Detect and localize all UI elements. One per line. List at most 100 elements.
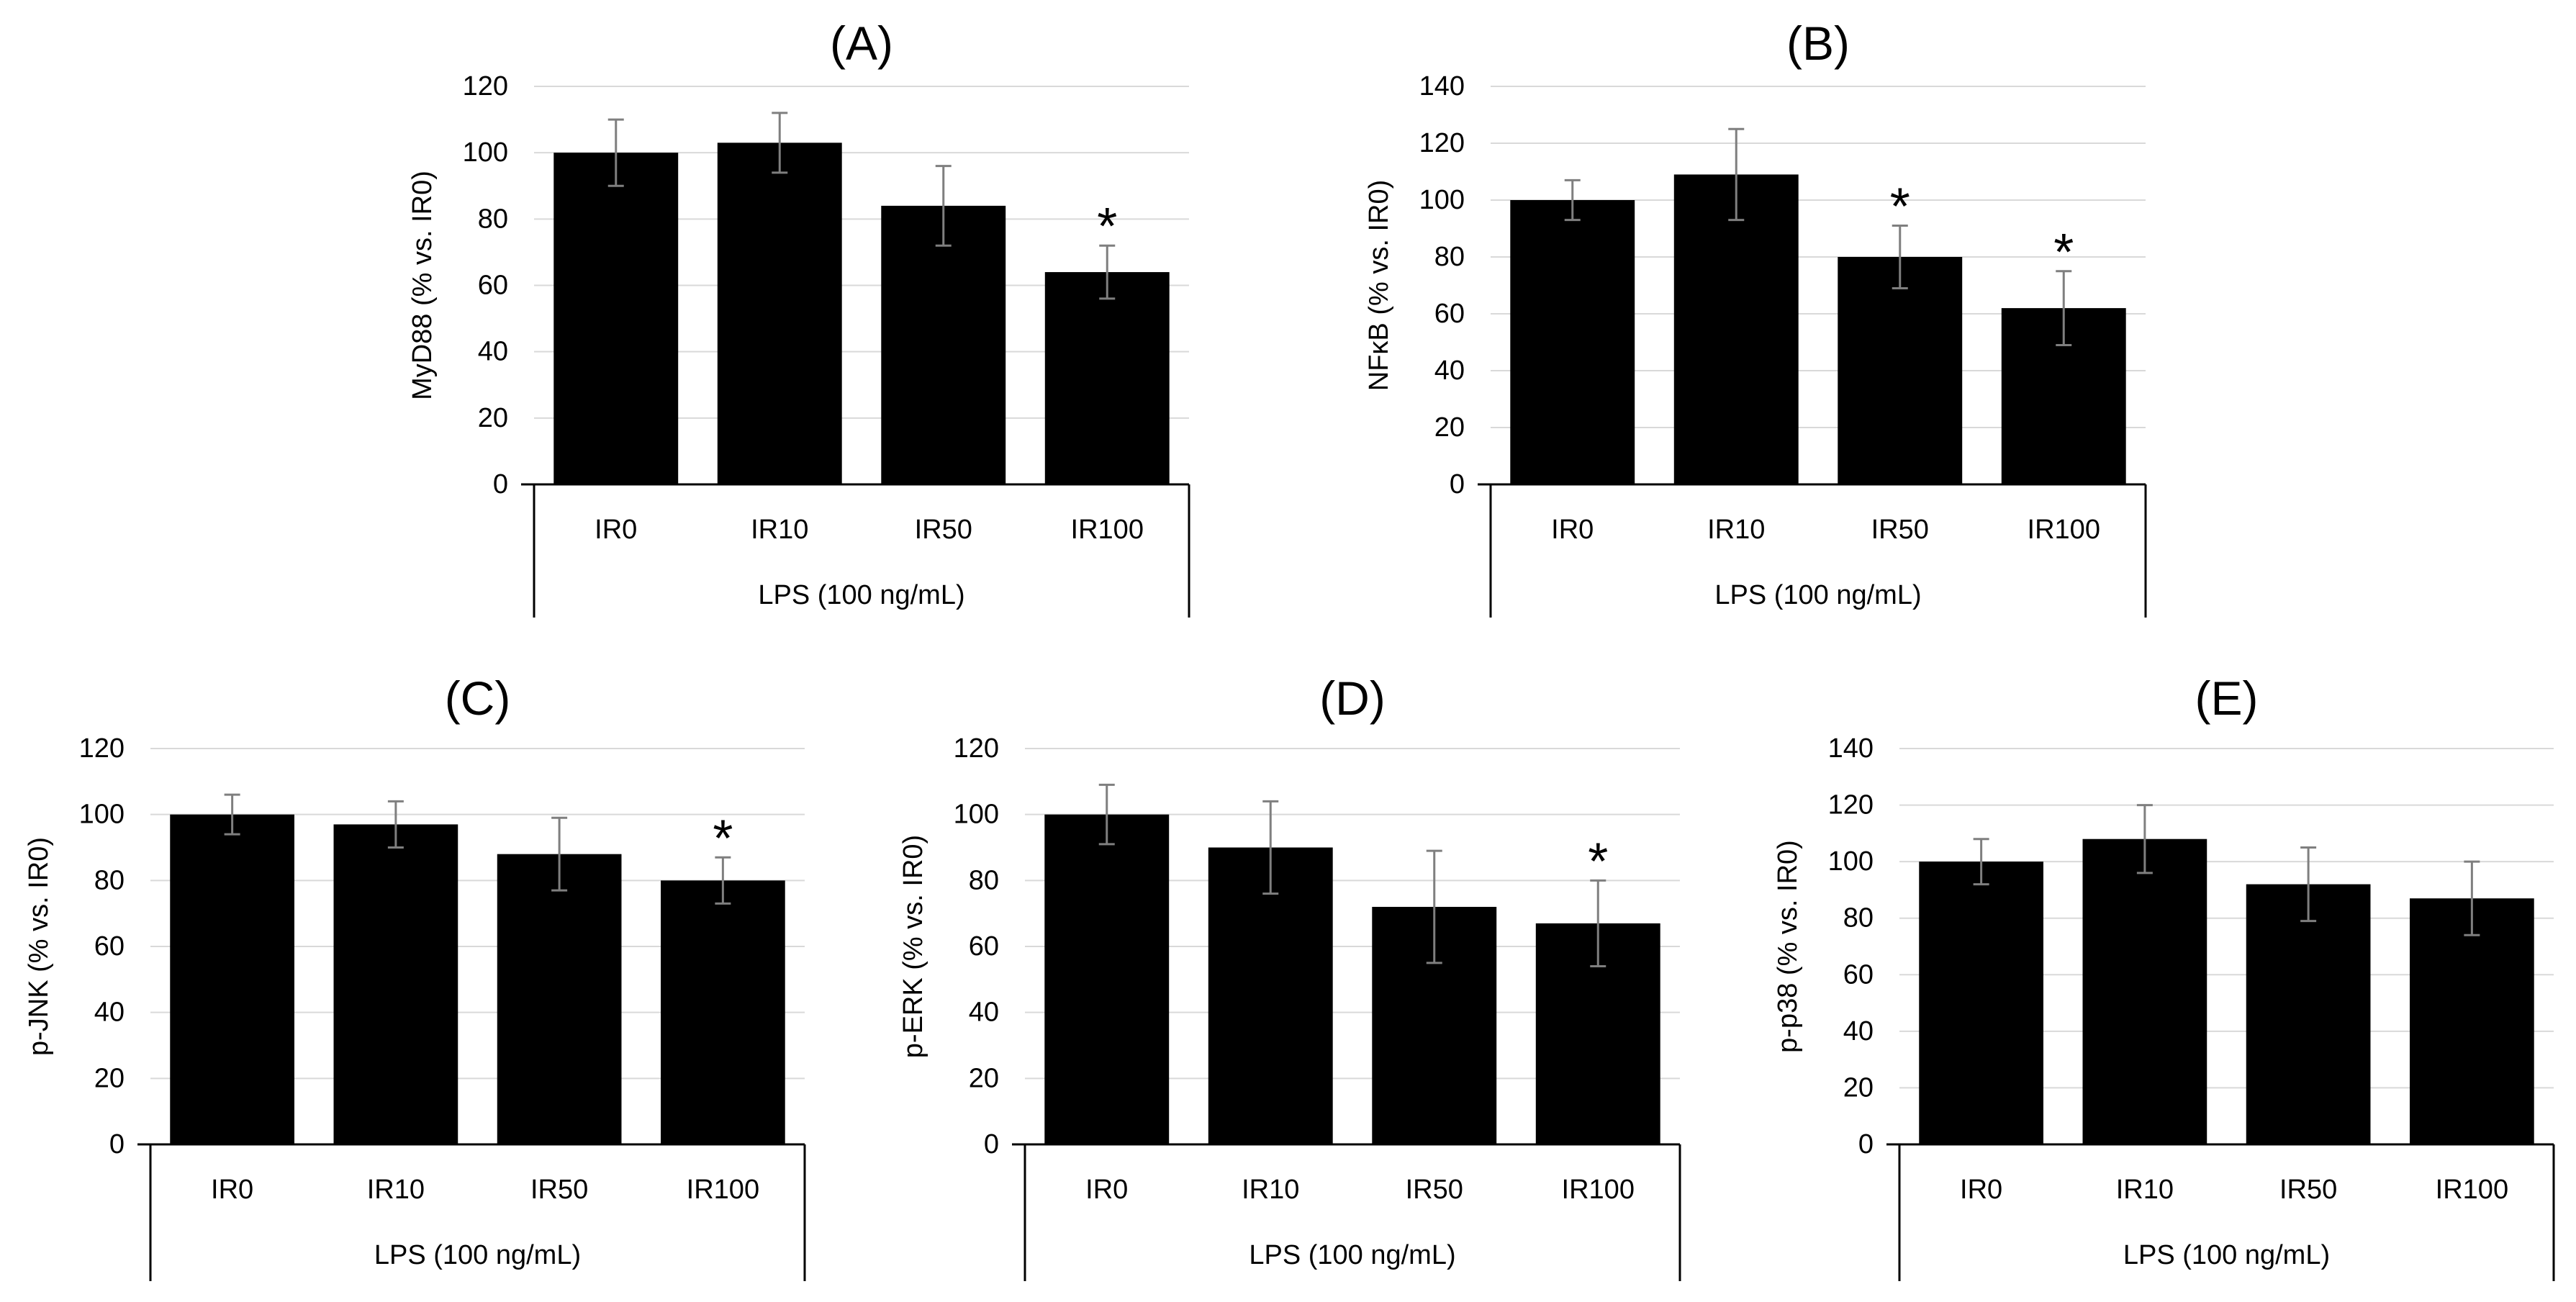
category-label: IR10 (367, 1175, 425, 1205)
y-tick-label: 20 (969, 1063, 999, 1093)
bar-ir0 (170, 814, 294, 1144)
y-tick-label: 80 (1434, 242, 1465, 272)
significance-marker: * (1890, 178, 1910, 236)
y-tick-label: 20 (1434, 412, 1465, 443)
error-bar (1728, 127, 1745, 222)
x-group-label: LPS (100 ng/mL) (1714, 580, 1921, 610)
y-axis-label: NFκB (% vs. IR0) (1364, 180, 1394, 391)
y-tick-label: 100 (79, 800, 125, 830)
y-tick-label: 140 (1828, 733, 1874, 764)
bar-ir50 (1838, 257, 1963, 484)
y-tick-label: 0 (493, 469, 508, 499)
bar-ir10 (1208, 847, 1333, 1144)
category-label: IR100 (2436, 1175, 2508, 1205)
chart-title: (E) (2195, 672, 2259, 725)
y-tick-label: 20 (1843, 1072, 1874, 1103)
error-bar (2300, 846, 2317, 923)
y-tick-label: 60 (1434, 299, 1465, 329)
category-label: IR50 (2279, 1175, 2337, 1205)
chart-title: (D) (1319, 672, 1386, 725)
chart-title: (C) (445, 672, 511, 725)
error-bar (935, 165, 952, 247)
category-label: IR10 (1707, 515, 1765, 545)
error-bar (1892, 225, 1908, 289)
chart-title: (B) (1786, 17, 1850, 70)
y-axis-label: p-p38 (% vs. IR0) (1773, 840, 1803, 1053)
error-bar (772, 112, 788, 174)
error-bar (551, 816, 568, 892)
category-label: IR10 (2116, 1175, 2174, 1205)
y-axis-label: MyD88 (% vs. IR0) (407, 171, 438, 400)
error-bar (224, 793, 240, 836)
y-axis-label: p-JNK (% vs. IR0) (24, 837, 54, 1056)
bar-ir10 (2082, 838, 2207, 1144)
significance-marker: * (713, 810, 733, 867)
bar-ir10 (717, 143, 842, 484)
y-tick-label: 120 (79, 733, 125, 764)
y-tick-label: 20 (478, 403, 508, 433)
y-tick-label: 80 (1843, 903, 1874, 933)
y-tick-label: 20 (94, 1063, 125, 1093)
category-label: IR10 (1242, 1175, 1299, 1205)
y-tick-label: 80 (969, 865, 999, 895)
bar-ir0 (1510, 200, 1635, 484)
error-bar (1262, 800, 1279, 895)
y-tick-label: 140 (1419, 71, 1465, 101)
bar-ir10 (1673, 174, 1799, 484)
bar-ir50 (497, 854, 622, 1144)
y-tick-label: 100 (463, 137, 508, 168)
error-bar (1099, 244, 1116, 300)
bar-ir10 (333, 824, 458, 1144)
y-tick-label: 60 (478, 271, 508, 301)
y-tick-label: 60 (1843, 959, 1874, 990)
y-tick-label: 80 (94, 865, 125, 895)
y-tick-label: 40 (969, 998, 999, 1028)
significance-marker: * (2053, 224, 2074, 281)
x-group-label: LPS (100 ng/mL) (1249, 1240, 1455, 1270)
error-bar (2464, 860, 2480, 936)
bar-ir50 (2246, 884, 2371, 1144)
y-tick-label: 40 (1843, 1016, 1874, 1046)
y-tick-label: 60 (969, 931, 999, 962)
y-tick-label: 120 (954, 733, 999, 764)
significance-marker: * (1097, 198, 1117, 256)
x-group-label: LPS (100 ng/mL) (374, 1240, 581, 1270)
bar-ir100 (1044, 272, 1170, 484)
y-tick-label: 0 (109, 1129, 125, 1159)
bar-ir0 (1919, 862, 2043, 1144)
x-group-label: LPS (100 ng/mL) (758, 580, 964, 610)
error-bar (1564, 178, 1581, 222)
error-bar (2056, 270, 2072, 346)
category-label: IR0 (211, 1175, 253, 1205)
category-label: IR0 (595, 515, 637, 545)
category-label: IR100 (1071, 515, 1144, 545)
y-tick-label: 120 (1419, 128, 1465, 158)
significance-marker: * (1588, 833, 1608, 890)
category-label: IR10 (751, 515, 808, 545)
category-label: IR0 (1551, 515, 1594, 545)
category-label: IR0 (1085, 1175, 1128, 1205)
chart-panel-a: (A) 0 20 40 60 80 100 120 MyD88 (% vs. IR0) IR0 IR… (407, 17, 1190, 618)
y-tick-label: 40 (478, 337, 508, 367)
category-label: IR50 (1871, 515, 1929, 545)
x-group-label: LPS (100 ng/mL) (2123, 1240, 2330, 1270)
category-label: IR100 (2028, 515, 2100, 545)
error-bar (715, 856, 731, 905)
y-tick-label: 0 (1450, 469, 1465, 499)
error-bar (1590, 879, 1606, 967)
error-bar (387, 800, 404, 849)
y-tick-label: 100 (1419, 185, 1465, 215)
chart-panel-e: (E) 0 20 40 60 80 100 120 140 p-p38 (% vs. IR0) IR… (1773, 672, 2555, 1281)
y-tick-label: 0 (984, 1129, 999, 1159)
chart-panel-c: (C) 0 20 40 60 80 100 120 p-JNK (% vs. IR0) IR0 IR… (24, 672, 806, 1281)
y-tick-label: 120 (1828, 790, 1874, 820)
y-tick-label: 60 (94, 931, 125, 962)
y-tick-label: 100 (954, 800, 999, 830)
category-label: IR50 (915, 515, 972, 545)
error-bar (2136, 804, 2153, 874)
y-tick-label: 120 (463, 71, 508, 101)
error-bar (1098, 783, 1115, 846)
bar-ir100 (2410, 898, 2534, 1144)
y-tick-label: 40 (94, 998, 125, 1028)
